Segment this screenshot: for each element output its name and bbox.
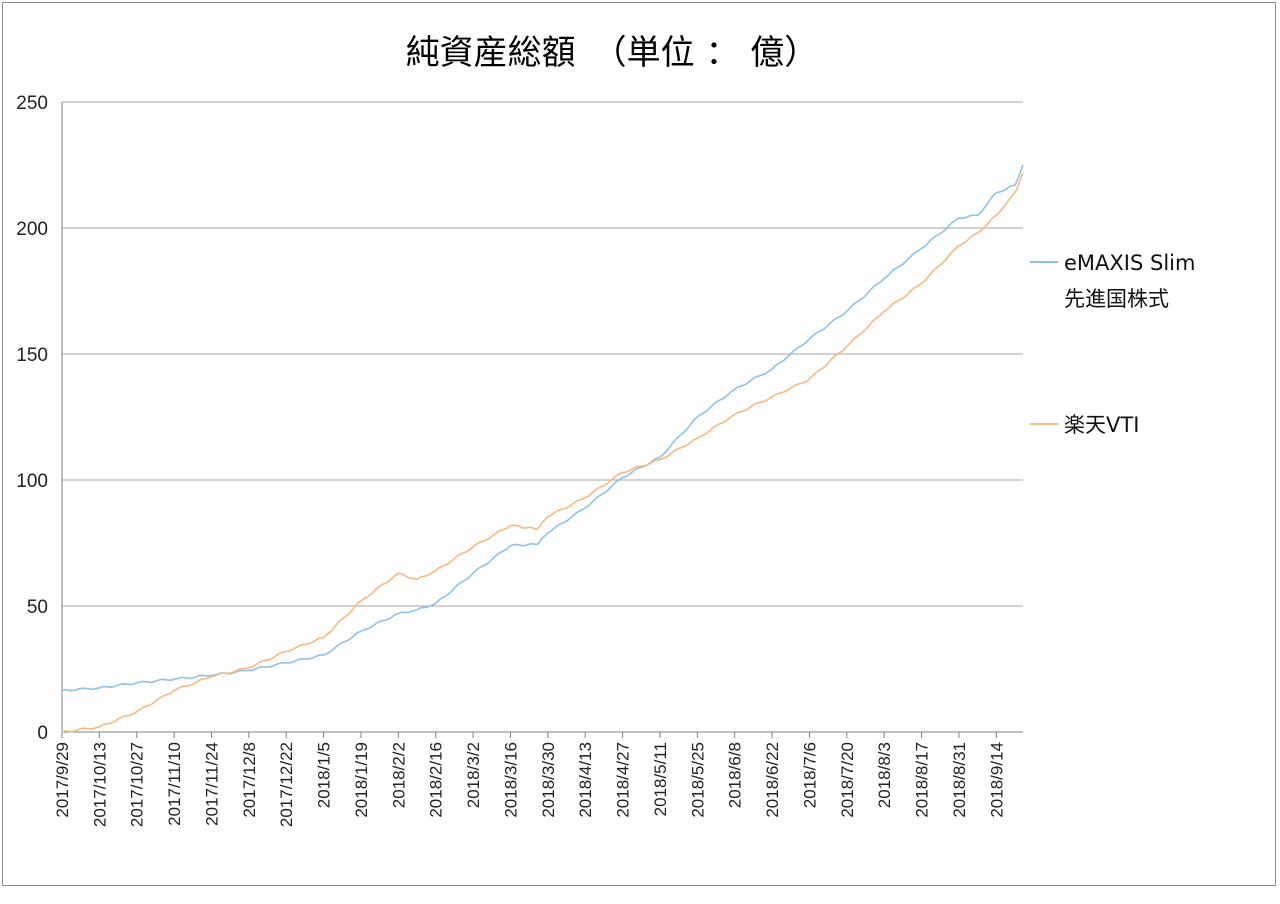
x-tick-label: 2018/3/16 <box>501 742 520 818</box>
y-tick-label: 50 <box>27 597 48 618</box>
x-tick-label: 2018/6/22 <box>763 742 782 818</box>
series-line-1 <box>61 172 1024 733</box>
x-tick-label: 2018/8/3 <box>875 742 894 808</box>
x-tick-label: 2018/3/30 <box>539 742 558 818</box>
y-tick-label: 150 <box>16 345 48 366</box>
x-tick-label: 2018/1/19 <box>352 742 371 818</box>
legend-label-1: 楽天VTI <box>1064 413 1139 437</box>
y-tick-label: 200 <box>16 219 48 240</box>
x-tick-label: 2018/5/25 <box>688 742 707 818</box>
y-tick-label: 0 <box>37 723 48 744</box>
x-tick-label: 2017/11/24 <box>202 742 221 826</box>
x-tick-label: 2017/12/22 <box>277 742 296 827</box>
x-tick-label: 2017/10/13 <box>90 742 109 827</box>
x-tick-label: 2018/5/11 <box>651 742 670 816</box>
x-tick-label: 2018/2/2 <box>389 742 408 808</box>
x-tick-label: 2017/11/10 <box>165 742 184 826</box>
x-tick-label: 2018/2/16 <box>427 742 446 818</box>
axes: 0 50 100 150 200 250 2017/9/29 2017/10/13 2017/1… <box>16 93 1023 827</box>
x-tick-label: 2018/7/6 <box>800 742 819 808</box>
series-lines <box>61 164 1024 733</box>
x-tick-label: 2018/6/8 <box>726 742 745 808</box>
legend-label-0: 先進国株式 <box>1064 287 1169 311</box>
gridlines <box>62 101 1023 607</box>
x-tick-label: 2018/9/14 <box>987 742 1006 818</box>
x-tick-label: 2018/4/27 <box>614 742 633 818</box>
chart-title: 純資産総額 （単位 ： 億） <box>406 33 819 73</box>
x-tick-label: 2018/8/17 <box>913 742 932 818</box>
x-tick-label: 2017/9/29 <box>53 742 72 818</box>
x-tick-label: 2018/4/13 <box>576 742 595 818</box>
x-tick-label: 2018/7/20 <box>838 742 857 818</box>
x-tick-label: 2017/10/27 <box>128 742 147 827</box>
x-tick-label: 2018/1/5 <box>315 742 334 808</box>
y-tick-label: 100 <box>16 471 48 492</box>
series-line-0 <box>61 164 1024 692</box>
x-tick-label: 2017/12/8 <box>240 742 259 818</box>
chart-frame <box>2 2 1276 886</box>
x-tick-label: 2018/3/2 <box>464 742 483 808</box>
x-tick-label: 2018/8/31 <box>950 742 969 818</box>
legend-label-0: eMAXIS Slim <box>1064 251 1195 275</box>
y-tick-label: 250 <box>16 93 48 114</box>
